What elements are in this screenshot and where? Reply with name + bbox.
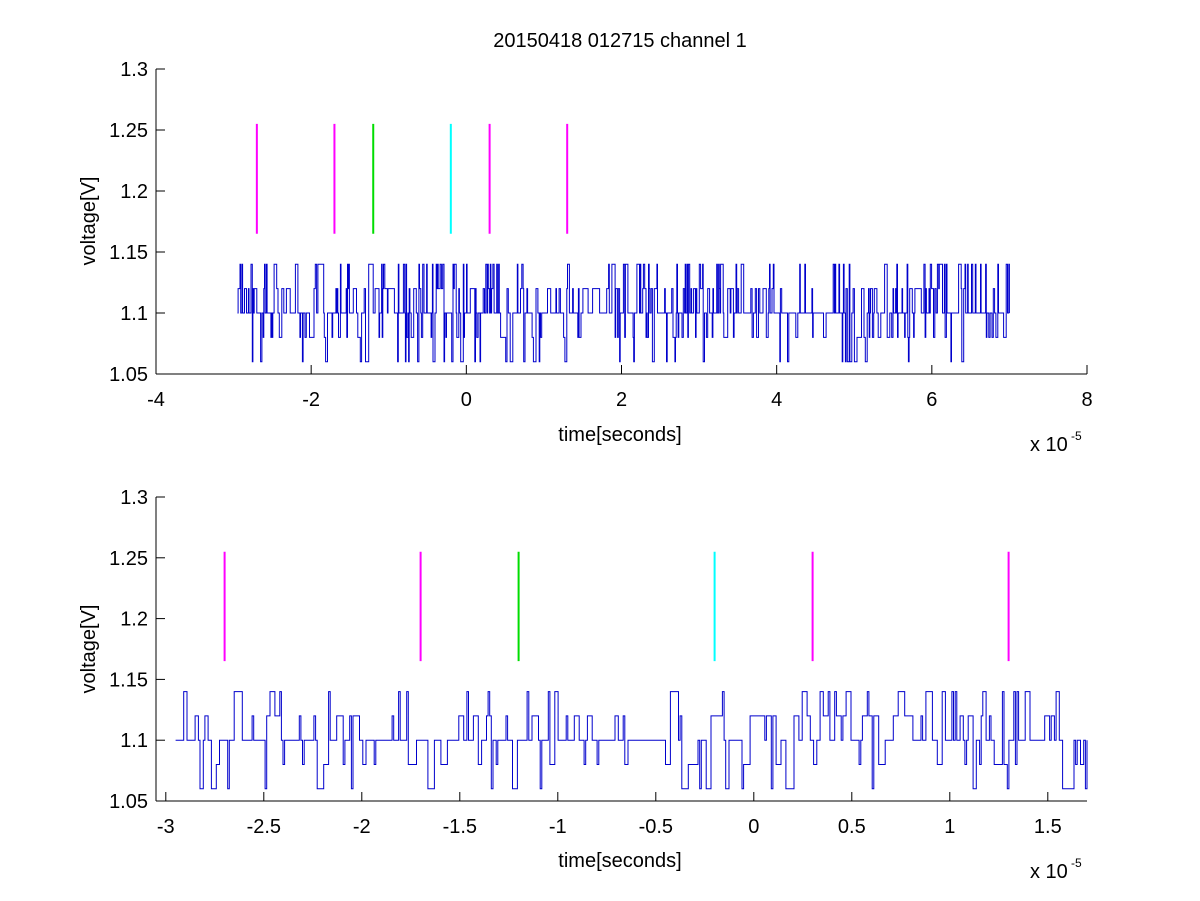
bottom-x-exponent-sup: -5 bbox=[1071, 856, 1082, 870]
top-x-tick-label: 0 bbox=[461, 389, 472, 411]
top-x-tick-label: -2 bbox=[302, 389, 320, 411]
top-x-axis-label: time[seconds] bbox=[558, 424, 681, 446]
bottom-y-tick-label: 1.05 bbox=[109, 791, 148, 813]
bottom-x-tick-label: -3 bbox=[157, 816, 175, 838]
top-panel: 1.05 1.1 1.15 1.2 1.25 1.3 -4 -2 0 2 4 6 8 time[seco… bbox=[78, 59, 1093, 456]
figure-title: 20150418 012715 channel 1 bbox=[493, 30, 747, 52]
top-y-axis-label: voltage[V] bbox=[78, 177, 100, 266]
bottom-x-exponent: x 10 bbox=[1030, 861, 1068, 883]
bottom-x-tick-label: -0.5 bbox=[639, 816, 673, 838]
bottom-y-axis-label: voltage[V] bbox=[78, 605, 100, 694]
bottom-x-tick-label: 1 bbox=[944, 816, 955, 838]
top-x-exponent: x 10 bbox=[1030, 434, 1068, 456]
top-y-tick-label: 1.1 bbox=[120, 303, 148, 325]
top-y-tick-label: 1.3 bbox=[120, 59, 148, 81]
bottom-x-axis-label: time[seconds] bbox=[558, 850, 681, 872]
bottom-x-tick-label: -2.5 bbox=[247, 816, 281, 838]
top-axes: 1.05 1.1 1.15 1.2 1.25 1.3 -4 -2 0 2 4 6 8 bbox=[109, 59, 1093, 411]
bottom-x-tick-label: -1 bbox=[549, 816, 567, 838]
top-y-tick-label: 1.05 bbox=[109, 364, 148, 386]
bottom-x-tick-label: 0.5 bbox=[838, 816, 866, 838]
top-x-exponent-sup: -5 bbox=[1071, 429, 1082, 443]
bottom-x-tick-label: -2 bbox=[353, 816, 371, 838]
bottom-x-tick-label: 1.5 bbox=[1034, 816, 1062, 838]
bottom-signal-series bbox=[175, 691, 1088, 790]
top-x-tick-label: 8 bbox=[1081, 389, 1092, 411]
top-signal-series bbox=[237, 263, 1010, 363]
bottom-panel: 1.05 1.1 1.15 1.2 1.25 1.3 -3 -2.5 -2 -1.5 -1 -0.5 0… bbox=[78, 487, 1088, 883]
top-y-tick-label: 1.25 bbox=[109, 120, 148, 142]
top-x-tick-label: 4 bbox=[771, 389, 782, 411]
top-x-tick-label: 6 bbox=[926, 389, 937, 411]
top-y-tick-label: 1.2 bbox=[120, 181, 148, 203]
bottom-axes: 1.05 1.1 1.15 1.2 1.25 1.3 -3 -2.5 -2 -1.5 -1 -0.5 0… bbox=[109, 487, 1088, 838]
bottom-y-tick-label: 1.3 bbox=[120, 487, 148, 509]
bottom-x-tick-label: 0 bbox=[748, 816, 759, 838]
top-y-tick-label: 1.15 bbox=[109, 242, 148, 264]
top-x-tick-label: 2 bbox=[616, 389, 627, 411]
bottom-y-tick-label: 1.15 bbox=[109, 669, 148, 691]
bottom-x-tick-label: -1.5 bbox=[443, 816, 477, 838]
bottom-y-tick-label: 1.25 bbox=[109, 548, 148, 570]
bottom-y-tick-label: 1.2 bbox=[120, 609, 148, 631]
top-x-tick-label: -4 bbox=[147, 389, 165, 411]
bottom-y-tick-label: 1.1 bbox=[120, 730, 148, 752]
